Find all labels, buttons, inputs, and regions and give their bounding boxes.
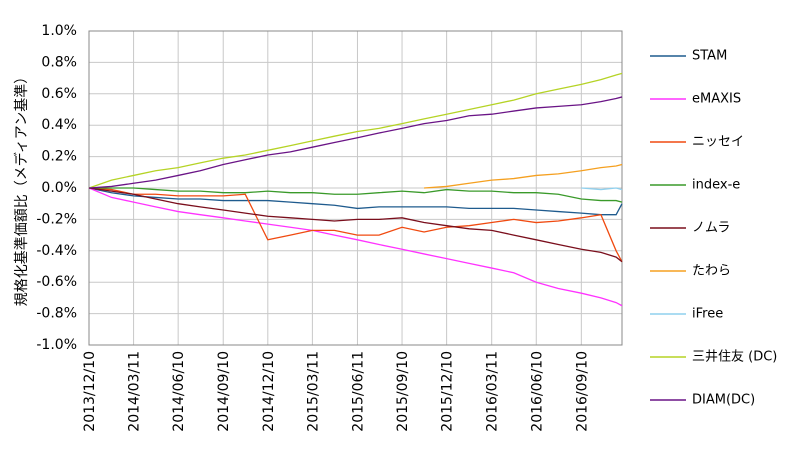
- y-tick-label: 0.6%: [41, 86, 77, 102]
- x-tick-label: 2014/12/10: [261, 351, 277, 432]
- legend-label: たわら: [692, 264, 731, 279]
- y-tick-label: 1.0%: [41, 23, 77, 39]
- y-tick-label: -1.0%: [36, 337, 77, 353]
- legend-label: eMAXIS: [692, 92, 741, 107]
- series-line: [88, 96, 623, 189]
- x-tick-label: 2016/06/10: [529, 351, 545, 432]
- y-axis-label: 規格化基準価額比（メディアン基準）: [13, 70, 30, 306]
- x-tick-label: 2015/09/10: [395, 351, 411, 432]
- series-line: [89, 187, 623, 203]
- x-tick-label: 2015/06/11: [350, 351, 366, 432]
- legend-label: ニッセイ: [692, 135, 744, 150]
- y-tick-label: -0.4%: [36, 243, 77, 259]
- x-tick-label: 2014/06/10: [171, 351, 187, 432]
- legend-label: DIAM(DC): [692, 393, 755, 408]
- series-line: [424, 163, 623, 189]
- x-tick-label: 2013/12/10: [82, 351, 98, 432]
- y-tick-label: 0.0%: [41, 180, 77, 196]
- x-tick-label: 2015/12/10: [440, 351, 456, 432]
- series-line: [88, 187, 623, 307]
- y-tick-label: -0.6%: [36, 274, 77, 290]
- x-tick-label: 2015/03/11: [305, 351, 321, 432]
- x-tick-label: 2014/03/11: [127, 351, 143, 432]
- x-tick-label: 2016/09/10: [574, 351, 590, 432]
- series-line: [88, 187, 623, 263]
- series-line: [88, 187, 623, 216]
- y-tick-label: -0.8%: [36, 306, 77, 322]
- series-line: [88, 187, 623, 263]
- y-tick-label: 0.4%: [41, 117, 77, 133]
- x-tick-label: 2016/03/11: [485, 351, 501, 432]
- legend-label: 三井住友 (DC): [692, 349, 777, 365]
- series-line: [581, 187, 623, 191]
- legend-label: ノムラ: [692, 221, 730, 236]
- y-tick-label: -0.2%: [36, 211, 77, 227]
- legend-label: iFree: [692, 307, 723, 322]
- series-line: [88, 72, 623, 189]
- x-tick-label: 2014/09/10: [216, 351, 232, 432]
- y-tick-label: 0.2%: [41, 149, 77, 165]
- y-tick-label: 0.8%: [41, 54, 77, 70]
- legend-label: STAM: [692, 49, 727, 64]
- legend-label: index-e: [692, 178, 740, 193]
